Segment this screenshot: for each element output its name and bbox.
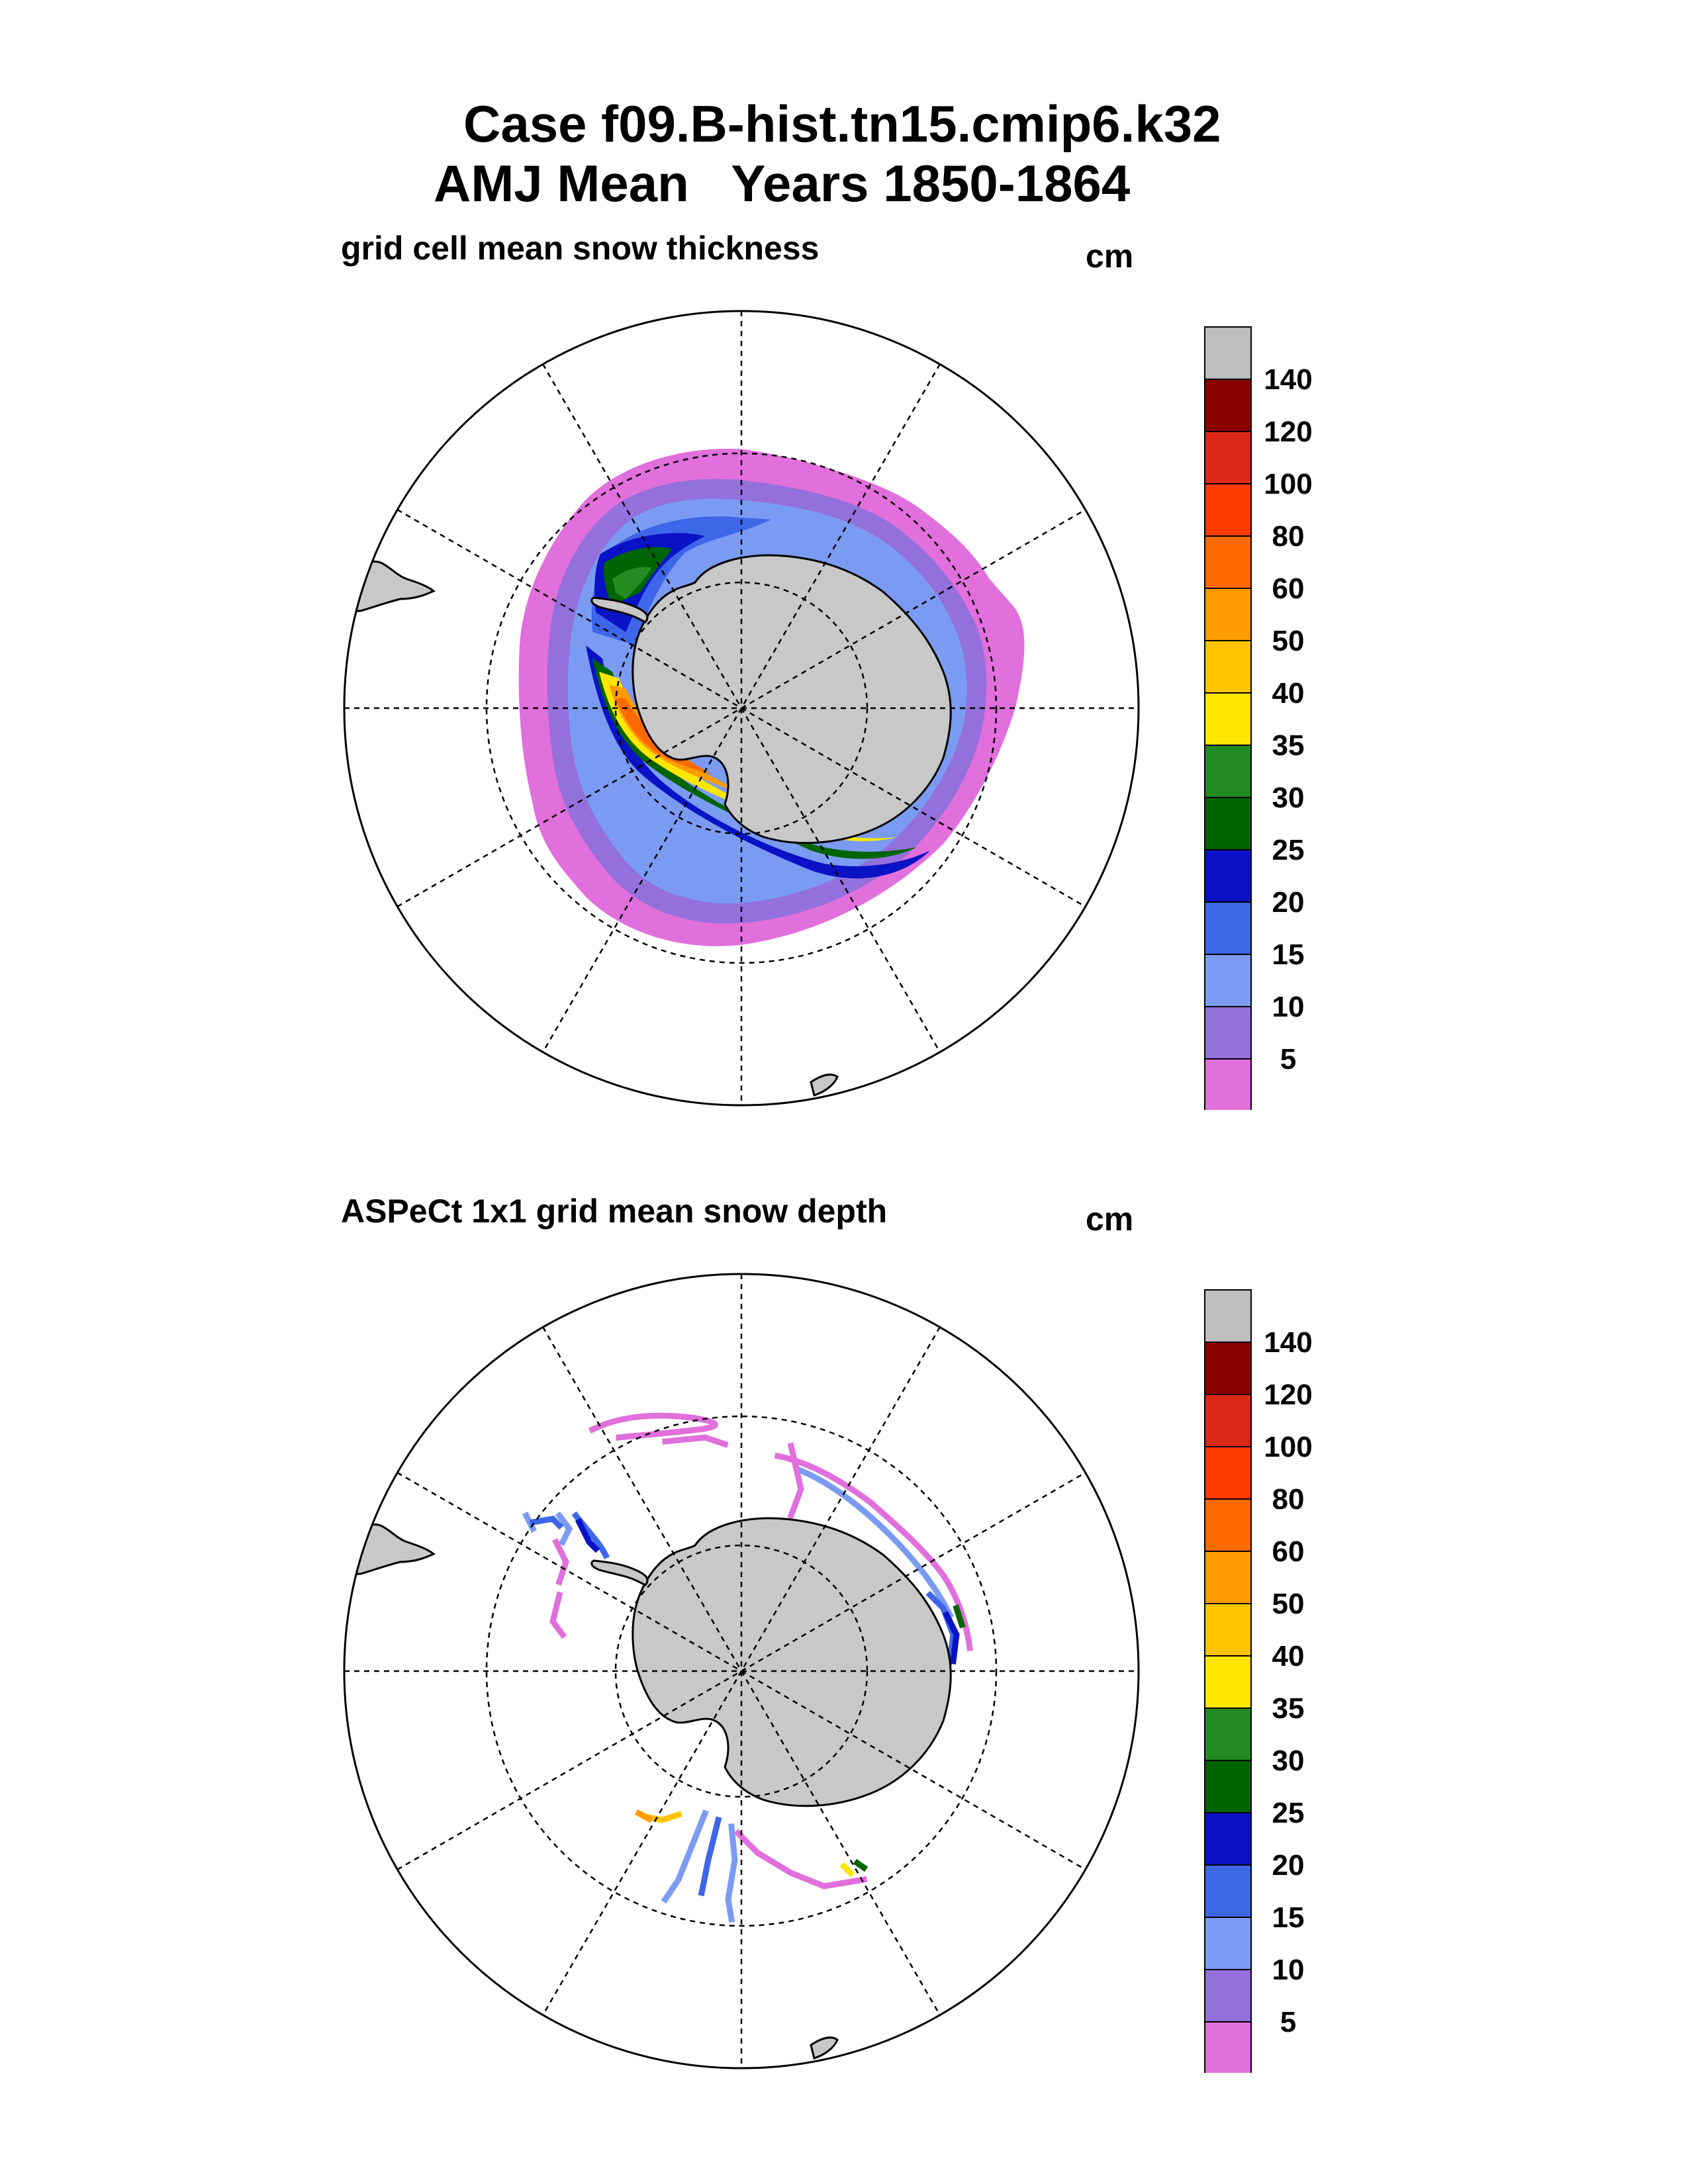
colorbar-label: 5 — [1280, 2006, 1296, 2038]
panel2-map — [343, 1273, 1140, 2070]
colorbar-box-13 — [1204, 379, 1252, 432]
colorbar-label: 30 — [1272, 782, 1305, 814]
colorbar-box-14 — [1204, 326, 1252, 380]
colorbar-label: 140 — [1264, 363, 1312, 396]
colorbar-label: 120 — [1264, 416, 1312, 448]
colorbar-label: 15 — [1272, 938, 1305, 971]
colorbar-label: 80 — [1272, 1483, 1305, 1516]
colorbar-box-12 — [1204, 431, 1252, 484]
colorbar-box-11 — [1204, 1446, 1252, 1500]
antarctica-landmass — [632, 554, 952, 844]
colorbar-label: 35 — [1272, 729, 1305, 762]
colorbar-box-5 — [1204, 797, 1252, 850]
panel1-colorbar: 140 120 100 80 60 50 40 35 30 25 20 15 10 5 — [1204, 326, 1313, 1110]
colorbar-box-14 — [1204, 1289, 1252, 1343]
colorbar-label: 10 — [1272, 1954, 1305, 1986]
panel2-title: ASPeCt 1x1 grid mean snow depth — [341, 1193, 888, 1230]
antarctica-landmass — [632, 1517, 952, 1807]
new-zealand — [810, 2036, 839, 2060]
colorbar-label: 40 — [1272, 1640, 1305, 1672]
colorbar-box-9 — [1204, 1551, 1252, 1604]
colorbar-box-5 — [1204, 1760, 1252, 1813]
south-america-tip — [344, 1514, 436, 1576]
colorbar-label: 20 — [1272, 1849, 1305, 1882]
colorbar-label: 140 — [1264, 1326, 1312, 1359]
colorbar-label: 25 — [1272, 834, 1305, 866]
colorbar-box-7 — [1204, 692, 1252, 746]
panel1-map — [343, 310, 1140, 1107]
graticule — [344, 311, 1139, 1105]
colorbar-box-1 — [1204, 1006, 1252, 1060]
colorbar-box-3 — [1204, 901, 1252, 955]
colorbar-label: 5 — [1280, 1043, 1296, 1075]
colorbar-box-4 — [1204, 1812, 1252, 1866]
colorbar-label: 10 — [1272, 991, 1305, 1023]
colorbar-label: 35 — [1272, 1692, 1305, 1725]
colorbar-label: 60 — [1272, 1535, 1305, 1568]
colorbar-box-0 — [1204, 2021, 1252, 2073]
colorbar-label: 40 — [1272, 677, 1305, 709]
figure-title-line2: AMJ Mean Years 1850-1864 — [434, 154, 1131, 212]
colorbar-label: 100 — [1264, 468, 1312, 500]
panel2-units: cm — [1086, 1201, 1134, 1238]
colorbar-box-2 — [1204, 954, 1252, 1007]
colorbar-box-6 — [1204, 1707, 1252, 1761]
colorbar-label: 30 — [1272, 1745, 1305, 1777]
colorbar-box-1 — [1204, 1969, 1252, 2023]
colorbar-box-2 — [1204, 1917, 1252, 1970]
colorbar-box-3 — [1204, 1864, 1252, 1918]
snow-band-80-east — [616, 698, 712, 774]
colorbar-label: 100 — [1264, 1431, 1312, 1463]
antarctic-peninsula — [590, 1559, 649, 1586]
colorbar-label: 25 — [1272, 1797, 1305, 1829]
colorbar-box-9 — [1204, 588, 1252, 641]
colorbar-box-0 — [1204, 1058, 1252, 1110]
antarctic-peninsula — [590, 596, 649, 623]
colorbar-box-10 — [1204, 1498, 1252, 1552]
colorbar-box-10 — [1204, 535, 1252, 589]
colorbar-label: 50 — [1272, 625, 1305, 657]
colorbar-label: 60 — [1272, 572, 1305, 605]
colorbar-label: 15 — [1272, 1901, 1305, 1934]
panel2-colorbar: 140 120 100 80 60 50 40 35 30 25 20 15 10 5 — [1204, 1289, 1313, 2073]
colorbar-label: 120 — [1264, 1379, 1312, 1411]
colorbar-box-13 — [1204, 1342, 1252, 1395]
colorbar-box-4 — [1204, 849, 1252, 903]
colorbar-label: 50 — [1272, 1588, 1305, 1620]
panel1-title: grid cell mean snow thickness — [341, 230, 820, 267]
colorbar-box-7 — [1204, 1655, 1252, 1709]
colorbar-label: 20 — [1272, 886, 1305, 919]
figure-title-line1: Case f09.B-hist.tn15.cmip6.k32 — [463, 95, 1221, 153]
colorbar-box-6 — [1204, 745, 1252, 798]
colorbar-box-8 — [1204, 640, 1252, 694]
colorbar-label: 80 — [1272, 520, 1305, 553]
colorbar-box-12 — [1204, 1394, 1252, 1447]
new-zealand — [810, 1073, 839, 1097]
snow-band-60-east — [609, 685, 751, 797]
south-america-tip — [344, 551, 436, 614]
colorbar-box-8 — [1204, 1603, 1252, 1657]
snow-band-35 — [612, 567, 652, 599]
graticule — [344, 1274, 1139, 2068]
colorbar-box-11 — [1204, 483, 1252, 537]
panel1-units: cm — [1086, 238, 1134, 275]
